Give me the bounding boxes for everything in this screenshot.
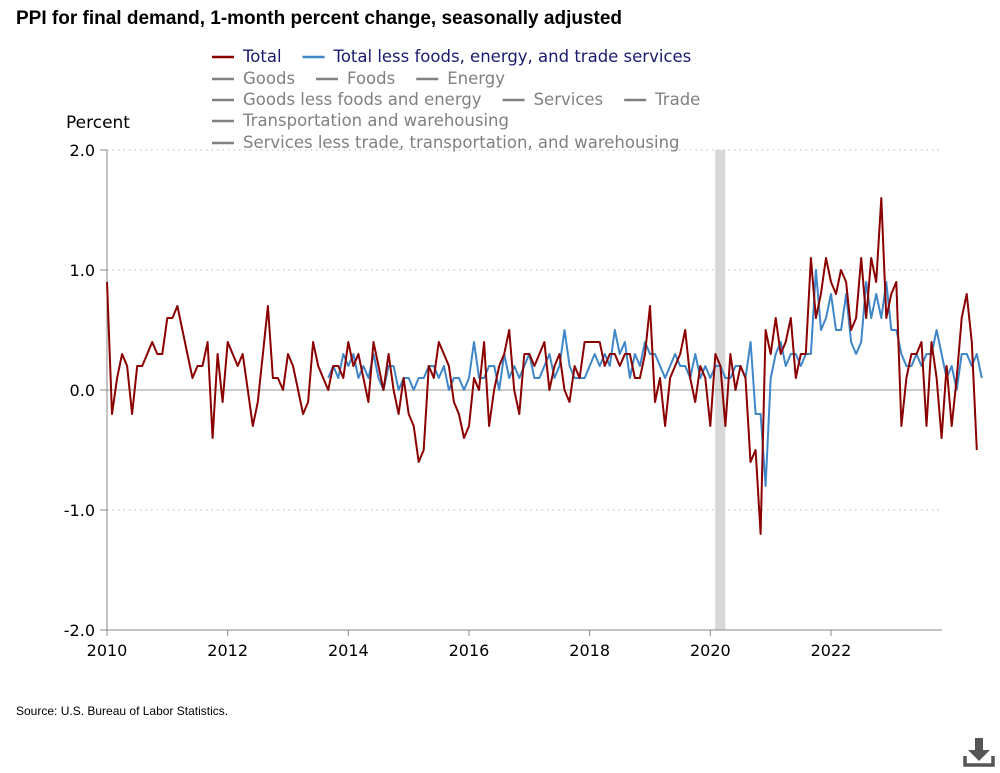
axes: -2.0 -1.0 0.0 1.0 2.0 Percent 2010 2012 2014 2016… — [64, 113, 942, 660]
legend-label: Services — [534, 90, 604, 109]
series-line-core — [327, 269, 983, 487]
x-tick-label: 2010 — [87, 641, 128, 660]
legend-label: Trade — [654, 90, 700, 109]
x-tick-label: 2014 — [328, 641, 369, 660]
ppi-line-chart: -2.0 -1.0 0.0 1.0 2.0 Percent 2010 2012 2014 2016… — [64, 47, 983, 660]
download-icon — [963, 738, 995, 767]
series-layer — [106, 197, 983, 535]
legend-label: Services less trade, transportation, and… — [243, 133, 680, 152]
y-axis-label: Percent — [66, 113, 130, 133]
legend-label: Foods — [347, 69, 395, 88]
source-note: Source: U.S. Bureau of Labor Statistics. — [16, 704, 229, 718]
legend-label: Total less foods, energy, and trade serv… — [333, 47, 692, 66]
legend-label: Energy — [447, 69, 505, 88]
gridlines — [107, 149, 942, 511]
y-tick-label: -2.0 — [64, 621, 95, 640]
legend-item-energy[interactable]: Energy — [416, 69, 505, 88]
legend-label: Goods — [243, 69, 295, 88]
y-tick-label: 2.0 — [70, 141, 95, 160]
legend-item-services[interactable]: Services — [502, 90, 604, 109]
legend-item-goods[interactable]: Goods — [212, 69, 295, 88]
legend[interactable]: Total Total less foods, energy, and trade… — [212, 47, 700, 152]
chart-title: PPI for final demand, 1-month percent ch… — [16, 8, 623, 29]
legend-item-foods[interactable]: Foods — [316, 69, 395, 88]
y-tick-label: 0.0 — [70, 381, 95, 400]
x-tick-label: 2022 — [811, 641, 852, 660]
legend-item-services-less-trade-transportation-and-warehousing[interactable]: Services less trade, transportation, and… — [212, 133, 680, 152]
y-tick-label: 1.0 — [70, 261, 95, 280]
legend-label: Goods less foods and energy — [243, 90, 482, 109]
x-tick-label: 2016 — [449, 641, 490, 660]
series-line-total — [106, 197, 978, 535]
legend-item-goods-less-foods-and-energy[interactable]: Goods less foods and energy — [212, 90, 482, 109]
x-tick-label: 2018 — [569, 641, 610, 660]
download-button[interactable] — [962, 734, 996, 768]
x-tick-label: 2012 — [207, 641, 248, 660]
legend-label: Transportation and warehousing — [242, 111, 509, 130]
legend-item-trade[interactable]: Trade — [624, 90, 700, 109]
legend-item-total[interactable]: Total — [212, 47, 282, 66]
legend-label: Total — [242, 47, 282, 66]
x-tick-label: 2020 — [690, 641, 731, 660]
legend-item-transportation-and-warehousing[interactable]: Transportation and warehousing — [212, 111, 509, 130]
y-tick-label: -1.0 — [64, 501, 95, 520]
legend-item-total-less-foods-energy-and-trade-services[interactable]: Total less foods, energy, and trade serv… — [302, 47, 692, 66]
